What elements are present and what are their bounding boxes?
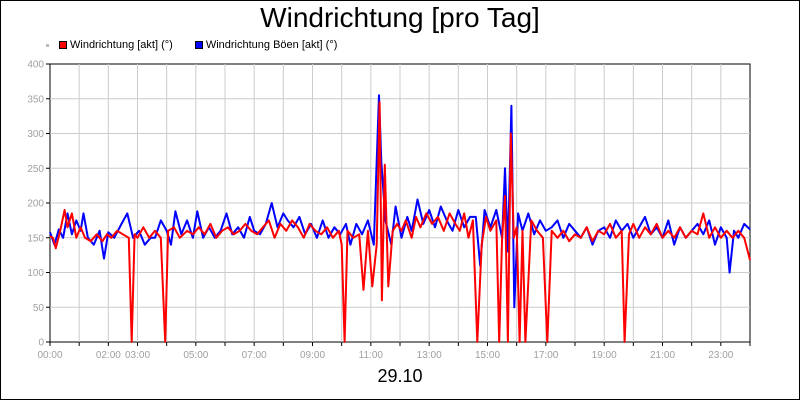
series-layer [49, 94, 751, 343]
legend-item-blue: Windrichtung Böen [akt] (°) [194, 39, 338, 51]
x-tick-label: 02:00 [96, 350, 121, 361]
x-tick-label: 21:00 [650, 350, 675, 361]
x-tick-label: 11:00 [359, 350, 384, 361]
y-tick-label: 400 [27, 60, 44, 71]
y-tick-label: 300 [27, 129, 44, 140]
y-tick-label: 200 [27, 199, 44, 210]
x-tick-label: 17:00 [533, 350, 558, 361]
series-line-windrichtung [49, 101, 751, 343]
legend-label-blue: Windrichtung Böen [akt] (°) [205, 39, 338, 51]
y-tick-label: 250 [27, 164, 44, 175]
y-tick-label: 50 [33, 303, 45, 314]
y-axis: 0 50 100 150 200 250 300 350 400 [27, 60, 50, 349]
y-tick-label: 100 [27, 268, 44, 279]
x-tick-label: 23:00 [708, 350, 733, 361]
x-tick-label: 15:00 [475, 350, 500, 361]
grid-lines [50, 64, 750, 342]
legend: Windrichtung [akt] (°) Windrichtung Böen… [46, 38, 359, 52]
legend-label-red: Windrichtung [akt] (°) [70, 39, 173, 51]
x-tick-label: 03:00 [125, 350, 150, 361]
chart-title: Windrichtung [pro Tag] [260, 2, 540, 33]
x-tick-label: 07:00 [242, 350, 267, 361]
x-tick-label: 09:00 [300, 350, 325, 361]
legend-item-red: Windrichtung [akt] (°) [59, 39, 173, 51]
y-tick-label: 350 [27, 94, 44, 105]
series-line-boeen [49, 94, 751, 309]
legend-swatch-red [59, 41, 67, 49]
legend-swatch-blue [194, 41, 203, 49]
x-tick-label: 19:00 [592, 350, 617, 361]
x-tick-label: 05:00 [183, 350, 208, 361]
y-tick-label: 150 [27, 233, 44, 244]
legend-marker-icon [46, 43, 49, 47]
date-label: 29.10 [377, 366, 423, 386]
y-tick-label: 0 [38, 338, 44, 349]
x-axis: 00:00 02:00 03:00 05:00 07:00 09:00 11:00 13:00… [37, 342, 751, 361]
x-tick-label: 00:00 [37, 350, 62, 361]
x-tick-label: 13:00 [417, 350, 442, 361]
